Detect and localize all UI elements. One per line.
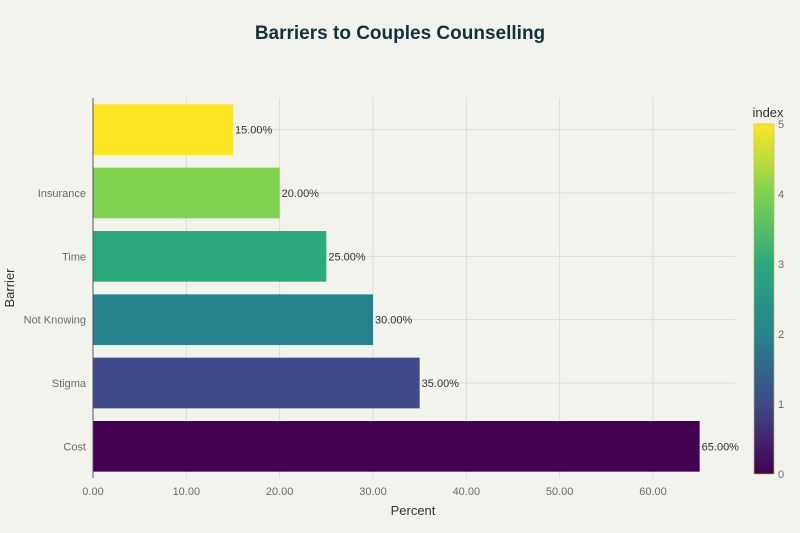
colorbar-tick-label: 3 xyxy=(778,259,784,271)
data-label: 25.00% xyxy=(328,251,366,263)
data-label: 20.00% xyxy=(282,188,320,200)
x-tick-label: 20.00 xyxy=(266,486,294,498)
chart-title: Barriers to Couples Counselling xyxy=(255,23,545,44)
y-tick-label: Stigma xyxy=(52,378,87,390)
bar-cost xyxy=(93,421,700,472)
x-tick-label: 30.00 xyxy=(359,486,387,498)
bar-time xyxy=(93,231,327,282)
colorbar-title: index xyxy=(752,105,784,120)
data-label: 15.00% xyxy=(235,125,273,137)
y-categories: Cost Stigma Not Knowing Time Insurance xyxy=(24,188,87,453)
x-tick-label: 50.00 xyxy=(546,486,574,498)
colorbar-tick-label: 5 xyxy=(778,119,784,131)
data-label: 35.00% xyxy=(422,378,460,390)
colorbar-tick-label: 1 xyxy=(778,399,784,411)
data-labels: 65.00% 35.00% 30.00% 25.00% 20.00% 15.00% xyxy=(235,125,739,454)
colorbar-tick-label: 4 xyxy=(778,189,784,201)
bar-not-knowing xyxy=(93,294,373,345)
colorbar-ticks: 0 1 2 3 4 5 xyxy=(778,119,784,481)
x-axis-label: Percent xyxy=(391,503,436,518)
x-tick-label: 60.00 xyxy=(639,486,667,498)
data-label: 30.00% xyxy=(375,315,413,327)
colorbar-tick-label: 0 xyxy=(778,469,784,481)
bar-insurance xyxy=(93,167,280,219)
bars xyxy=(93,104,700,472)
x-tick-label: 40.00 xyxy=(453,486,481,498)
colorbar xyxy=(753,123,775,475)
colorbar-tick-label: 2 xyxy=(778,329,784,341)
x-tick-label: 0.00 xyxy=(82,486,103,498)
bar-unlabeled xyxy=(93,104,233,155)
x-tick-label: 10.00 xyxy=(173,486,201,498)
y-axis-label: Barrier xyxy=(2,268,17,308)
data-label: 65.00% xyxy=(702,441,740,453)
y-tick-label: Time xyxy=(62,251,86,263)
y-tick-label: Not Knowing xyxy=(24,315,86,327)
y-tick-label: Cost xyxy=(63,441,86,453)
y-tick-label: Insurance xyxy=(38,188,86,200)
bar-stigma xyxy=(93,357,420,409)
x-ticks: 0.00 10.00 20.00 30.00 40.00 50.00 60.00 xyxy=(82,486,666,498)
